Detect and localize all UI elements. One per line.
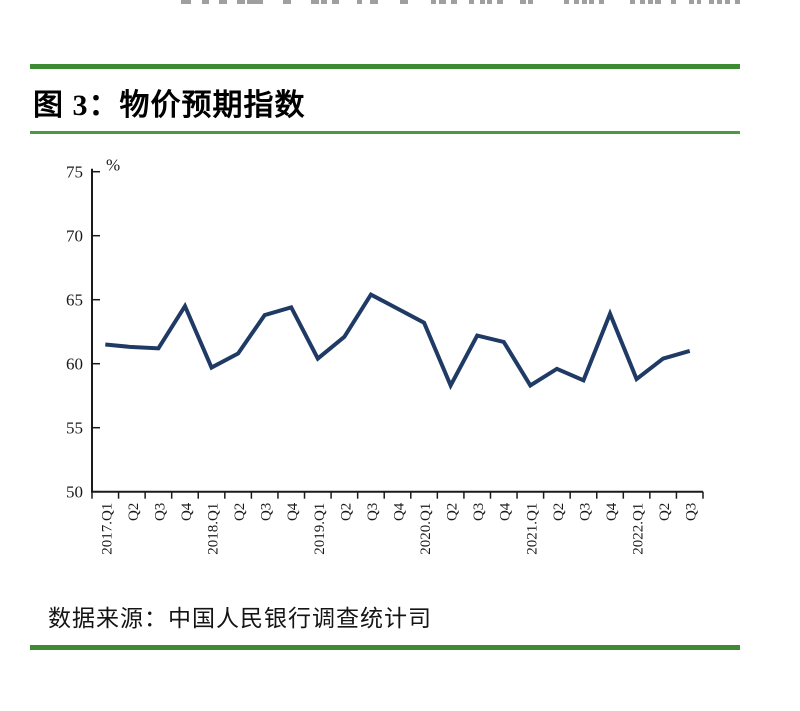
- x-tick-label: 2018.Q1: [206, 503, 222, 555]
- x-tick-label: Q2: [232, 503, 248, 521]
- cut-off-text-fragment: [528, 0, 533, 4]
- cut-off-text-fragment: [630, 0, 635, 4]
- cut-off-text-fragment: [431, 0, 436, 4]
- y-tick-label: 75: [66, 163, 83, 182]
- cut-off-text-fragment: [717, 0, 722, 4]
- x-tick-label: Q2: [445, 503, 461, 521]
- cut-off-text-fragment: [520, 0, 526, 4]
- x-tick-label: Q4: [285, 502, 301, 521]
- cut-off-text-fragment: [321, 0, 327, 4]
- cut-off-text-fragment: [469, 0, 474, 4]
- cut-off-text-fragment: [400, 0, 408, 4]
- cut-off-text-fragment: [497, 0, 503, 4]
- cut-off-text-fragment: [599, 0, 604, 4]
- y-axis-unit-label: %: [106, 156, 120, 175]
- top-divider-rule: [30, 64, 740, 69]
- cut-off-text-fragment: [589, 0, 594, 4]
- cut-off-text-fragment: [202, 0, 209, 4]
- y-tick-label: 55: [66, 419, 83, 438]
- x-tick-label: 2017.Q1: [99, 503, 115, 555]
- x-tick-label: Q4: [392, 502, 408, 521]
- cut-off-text-fragment: [219, 0, 227, 4]
- cut-off-text-fragment: [564, 0, 569, 4]
- x-tick-label: 2019.Q1: [312, 503, 328, 555]
- x-tick-label: Q3: [577, 503, 593, 521]
- x-tick-label: Q2: [126, 503, 142, 521]
- cut-off-text-fragment: [689, 0, 694, 4]
- cut-off-text-fragment: [640, 0, 645, 4]
- cut-off-text-fragment: [671, 0, 676, 4]
- cut-off-text-fragment: [480, 0, 485, 4]
- price-expectation-line: [105, 291, 691, 391]
- x-tick-label: Q4: [604, 502, 620, 521]
- x-tick-label: Q3: [152, 503, 168, 521]
- cut-off-text-fragment: [582, 0, 587, 4]
- cut-off-text-fragment: [237, 0, 245, 4]
- cut-off-text-fragment: [709, 0, 714, 4]
- axis-ticks: [91, 170, 704, 499]
- x-tick-label: Q2: [551, 503, 567, 521]
- cut-off-text-fragment: [332, 0, 339, 4]
- cut-off-text-fragment: [648, 0, 653, 4]
- cut-off-text-fragment: [487, 0, 492, 4]
- y-tick-label: 50: [66, 483, 83, 502]
- x-tick-label: 2021.Q1: [524, 503, 540, 555]
- figure-title: 图 3：物价预期指数: [33, 89, 306, 122]
- cut-off-text-fragment: [725, 0, 730, 4]
- data-source-caption: 数据来源：中国人民银行调查统计司: [48, 606, 432, 631]
- cut-off-text-fragment: [451, 0, 457, 4]
- cut-off-text-fragment: [311, 0, 319, 4]
- y-tick-label: 70: [66, 227, 83, 246]
- x-tick-label: Q3: [259, 503, 275, 521]
- cut-off-text-fragment: [439, 0, 446, 4]
- cut-off-text-fragment: [247, 0, 263, 4]
- x-tick-label: Q3: [684, 503, 700, 521]
- x-tick-label: Q2: [338, 503, 354, 521]
- cut-off-text-fragment: [655, 0, 661, 4]
- bottom-divider-rule: [30, 645, 740, 650]
- axes: [91, 168, 703, 493]
- y-tick-label: 65: [66, 291, 83, 310]
- cut-off-text-fragment: [697, 0, 701, 4]
- title-underline-rule: [30, 131, 740, 134]
- cut-off-text-fragment: [357, 0, 362, 4]
- y-axis-labels: 50 55 60 65 70 75%: [66, 156, 120, 502]
- x-tick-label: Q3: [471, 503, 487, 521]
- cut-off-text-fragment: [735, 0, 740, 4]
- x-tick-label: Q3: [365, 503, 381, 521]
- x-axis-labels: 2017.Q1 Q2 Q3 Q4 2018.Q1 Q2 Q3 Q4 2019.Q1 Q2 Q3 Q4 2…: [99, 502, 699, 555]
- x-tick-label: 2022.Q1: [631, 503, 647, 555]
- x-tick-label: Q2: [657, 503, 673, 521]
- cut-off-text-fragment: [181, 0, 191, 4]
- x-tick-label: Q4: [179, 502, 195, 521]
- y-tick-label: 60: [66, 355, 83, 374]
- cut-off-text-fragment: [283, 0, 291, 4]
- x-tick-label: 2020.Q1: [418, 503, 434, 555]
- x-tick-label: Q4: [498, 502, 514, 521]
- cut-off-text-fragment: [574, 0, 579, 4]
- cut-off-text-fragment: [370, 0, 378, 4]
